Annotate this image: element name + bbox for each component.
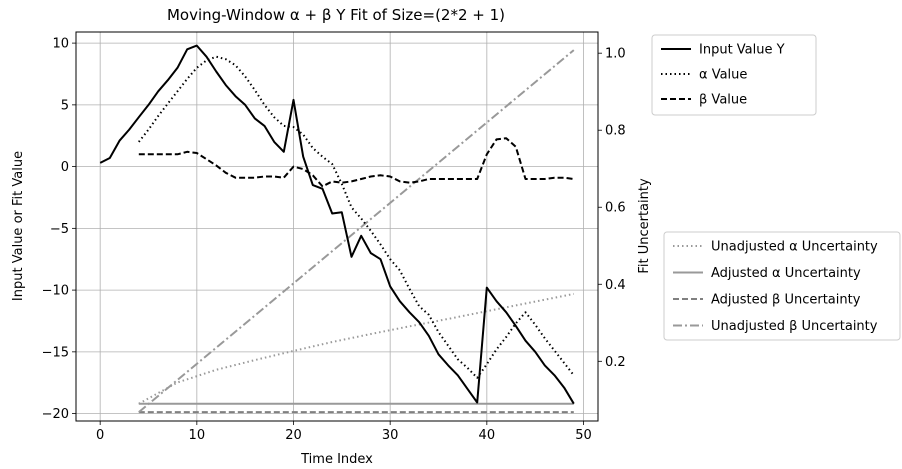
grid-layer	[76, 32, 598, 421]
legend-box	[651, 34, 817, 116]
y-right-axis-ticks: 0.2 0.4 0.6 0.8 1.0	[598, 47, 626, 370]
y-right-tick-label: 0.2	[605, 355, 626, 370]
legend-label: Adjusted α Uncertainty	[711, 266, 861, 281]
legend-label: Unadjusted α Uncertainty	[711, 240, 878, 255]
series-line-left-0	[99, 44, 575, 405]
legend-label: Input Value Y	[699, 43, 785, 58]
series-line-left-2	[138, 137, 574, 188]
x-tick-label: 10	[189, 428, 206, 443]
x-tick-label: 40	[479, 428, 496, 443]
x-axis-label: Time Index	[300, 452, 373, 467]
series-line-left-1	[138, 55, 575, 379]
legend-label: α Value	[699, 68, 747, 83]
y-right-tick-label: 0.4	[605, 278, 626, 293]
x-tick-label: 0	[96, 428, 104, 443]
y-left-tick-label: 10	[52, 37, 69, 52]
y-right-tick-label: 0.8	[605, 124, 626, 139]
plot-frame	[75, 31, 599, 422]
legend-box	[663, 231, 901, 341]
x-tick-label: 50	[575, 428, 592, 443]
y-right-axis-label: Fit Uncertainty	[637, 178, 652, 274]
y-left-axis-ticks: −20 −15 −10 −5 0 5 10	[42, 37, 76, 422]
y-left-tick-label: 0	[61, 160, 69, 175]
y-left-tick-label: −10	[42, 284, 69, 299]
legend-left: Input Value Y α Value β Value	[651, 34, 817, 116]
y-right-tick-label: 1.0	[605, 47, 626, 62]
x-axis-ticks: 0 10 20 30 40 50	[96, 421, 592, 443]
chart-title: Moving-Window α + β Y Fit of Size=(2*2 +…	[167, 6, 505, 24]
y-left-axis-label: Input Value or Fit Value	[11, 151, 26, 301]
series-line-right-3	[138, 49, 575, 413]
series-layer	[99, 44, 575, 414]
y-left-tick-label: −15	[42, 345, 69, 360]
legend-label: Unadjusted β Uncertainty	[711, 319, 878, 334]
legend-right: Unadjusted α Uncertainty Adjusted α Uncer…	[663, 231, 901, 341]
y-left-tick-label: 5	[61, 98, 69, 113]
legend-label: β Value	[699, 93, 747, 108]
x-tick-label: 20	[285, 428, 302, 443]
y-right-tick-label: 0.6	[605, 201, 626, 216]
y-left-tick-label: −5	[50, 222, 69, 237]
x-tick-label: 30	[382, 428, 399, 443]
y-left-tick-label: −20	[42, 407, 69, 422]
legend-label: Adjusted β Uncertainty	[711, 293, 861, 308]
series-line-right-0	[138, 292, 574, 405]
